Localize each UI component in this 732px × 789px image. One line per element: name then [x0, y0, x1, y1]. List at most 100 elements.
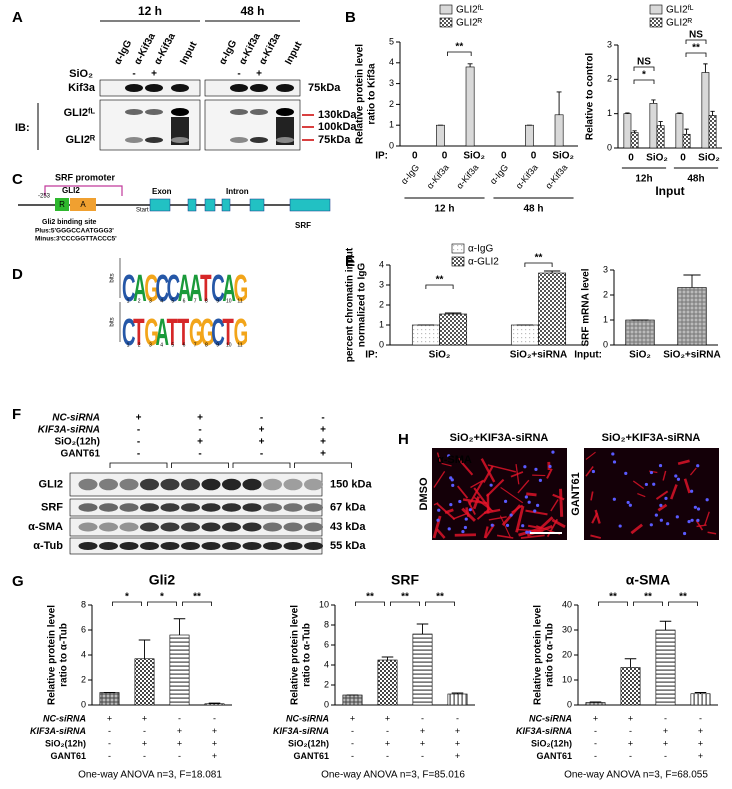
significance: * [125, 592, 129, 603]
band [304, 542, 323, 550]
band [242, 522, 262, 532]
bar [554, 114, 564, 147]
bar [585, 702, 606, 706]
nucleus [676, 477, 681, 481]
error-bar [589, 701, 602, 703]
sign: + [593, 713, 598, 723]
band [125, 109, 143, 115]
fiber [546, 468, 553, 479]
x-prefix: Input: [574, 350, 602, 361]
nucleus [450, 478, 454, 482]
y-tick-label: 2 [379, 299, 384, 309]
x-tick-label: SiO₂ [463, 151, 485, 162]
y-axis-title: Relative protein level [290, 605, 301, 705]
bar [625, 319, 655, 346]
band [230, 84, 248, 92]
x-axis-title: Input [655, 184, 684, 198]
row-label: GLI2ᴿ [66, 134, 96, 146]
band [201, 522, 221, 532]
y-tick-label: 10 [319, 599, 329, 609]
nucleus [534, 467, 538, 471]
timepoint: 48 h [240, 4, 264, 18]
y-axis-title: percent chromatin input [345, 247, 356, 362]
x-prefix: IP: [375, 151, 388, 162]
size-label: 67 kDa [330, 501, 366, 513]
y-tick-label: 6 [81, 624, 86, 634]
site-plus: Plus:5'GGGCCAATGGG3' [35, 228, 114, 235]
legend-label: α-IgG [468, 244, 493, 255]
row-label: Kif3a [68, 82, 96, 94]
nucleus [649, 523, 653, 527]
band [304, 478, 323, 491]
y-tick-label: 0 [607, 142, 612, 152]
sign: + [420, 738, 425, 748]
band [145, 137, 163, 143]
fiber [433, 502, 439, 506]
panel-label: D [12, 266, 23, 283]
y-tick-label: 2 [607, 74, 612, 84]
band [222, 542, 241, 550]
sign: + [320, 449, 326, 460]
nucleus [659, 503, 663, 508]
fiber [488, 516, 507, 521]
band [222, 478, 241, 491]
nucleus [696, 518, 700, 522]
sign: - [198, 449, 201, 460]
sign: - [386, 751, 389, 761]
y-tick-label: 3 [607, 39, 612, 49]
y-tick-label: 4 [379, 259, 384, 269]
fiber [520, 534, 545, 539]
treatment-label: GANT61 [570, 472, 582, 515]
logo-position: 2 [138, 342, 141, 348]
significance: ** [692, 43, 700, 54]
sign: + [142, 713, 147, 723]
fiber [594, 509, 601, 524]
sign: - [664, 751, 667, 761]
bar [411, 324, 440, 346]
exon [204, 198, 216, 212]
significance-bracket [355, 601, 385, 606]
sign: - [386, 726, 389, 736]
y-tick-label: 8 [324, 619, 329, 629]
sign: + [628, 713, 633, 723]
fiber [696, 524, 707, 528]
band [99, 478, 118, 491]
fiber [689, 467, 697, 476]
sign: + [698, 751, 703, 761]
y-tick-label: 2 [324, 679, 329, 689]
panel-label: B [345, 9, 356, 26]
logo-axis-label: bits [110, 273, 116, 282]
condition-label: SiO₂(12h) [531, 738, 572, 748]
sign: - [213, 713, 216, 723]
significance: ** [436, 275, 444, 286]
nucleus [490, 523, 494, 527]
logo-position: 1 [127, 298, 130, 304]
fiber [704, 511, 710, 526]
sign: + [259, 437, 265, 448]
error-bar [658, 121, 663, 126]
nucleus [687, 520, 691, 524]
band [171, 84, 189, 92]
exon [221, 198, 231, 212]
logo-position: 1 [127, 342, 130, 348]
y-tick-label: 1 [607, 108, 612, 118]
fiber [551, 518, 566, 529]
logo-position: 7 [194, 342, 197, 348]
site-minus: Minus:3'CCCGGTTACCC5' [35, 236, 117, 243]
fiber [590, 491, 594, 501]
y-tick-label: 0 [324, 699, 329, 709]
row-label: α-SMA [28, 521, 63, 533]
significance: NS [689, 30, 703, 41]
nucleus [551, 450, 555, 454]
nucleus [524, 495, 528, 499]
nucleus [548, 464, 552, 469]
band [140, 522, 159, 532]
nucleus [612, 497, 616, 501]
x-tick-label: SiO₂ [629, 350, 651, 361]
band [181, 522, 200, 532]
band [181, 503, 200, 512]
legend-swatch [451, 243, 465, 254]
factor: GLI2 [62, 186, 80, 195]
sign: + [136, 413, 142, 424]
y-tick-label: 4 [324, 659, 329, 669]
